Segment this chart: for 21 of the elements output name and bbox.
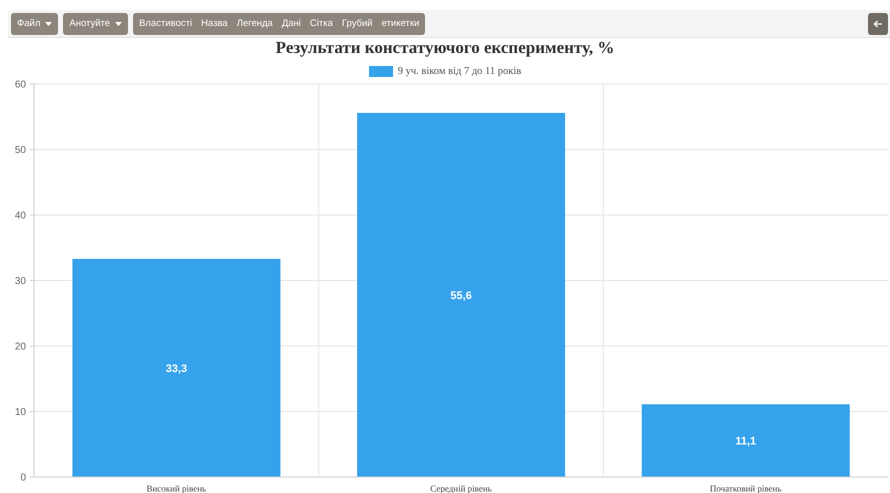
bar bbox=[72, 258, 280, 477]
y-tick-label: 0 bbox=[20, 472, 26, 484]
bar bbox=[357, 112, 566, 477]
y-tick-label: 60 bbox=[14, 80, 26, 91]
button-group: Властивості Назва Легенда Дані Сітка Грубий етикетки bbox=[133, 12, 426, 34]
chart-title: Результати констатуючого експерименту, % bbox=[274, 38, 616, 58]
legend-label: 9 уч. віком від 7 до 11 років bbox=[398, 66, 522, 77]
dropdown-button: Файл bbox=[11, 12, 58, 34]
y-tick-label: 20 bbox=[14, 342, 26, 353]
x-tick-label: Початковий рівень bbox=[710, 483, 782, 493]
x-tick-label: Середній рівень bbox=[430, 483, 492, 493]
dropdown-button: Анотуйте bbox=[63, 12, 128, 34]
data-label: 11,1 bbox=[735, 436, 756, 448]
x-tick-label: Високий рівень bbox=[146, 483, 206, 493]
data-label: 33,3 bbox=[166, 362, 188, 375]
y-tick-label: 40 bbox=[14, 210, 26, 222]
y-tick-label: 30 bbox=[14, 276, 26, 288]
y-tick-label: 10 bbox=[14, 407, 26, 418]
bar bbox=[642, 404, 850, 477]
y-tick-label: 50 bbox=[14, 145, 26, 156]
data-label: 55,6 bbox=[450, 290, 472, 302]
